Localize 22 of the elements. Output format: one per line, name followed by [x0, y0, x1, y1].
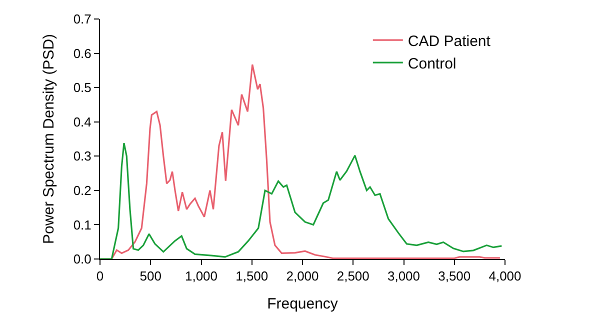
- line-series: [100, 142, 502, 259]
- y-tick-label: 0.3: [73, 148, 92, 164]
- x-tick-label: 3,000: [387, 268, 420, 284]
- legend-label: CAD Patient: [408, 32, 492, 50]
- x-axis-title: Frequency: [267, 296, 338, 313]
- y-tick-label: 0.6: [73, 46, 92, 61]
- y-tick-label: 0.1: [73, 217, 92, 232]
- x-tick-label: 2,000: [286, 268, 319, 284]
- x-tick-label: 1,500: [236, 268, 268, 284]
- x-tick-label: 4,000: [488, 268, 522, 284]
- y-axis-title: Power Spectrum Density (PSD): [40, 34, 58, 244]
- x-tick-label: 0: [96, 268, 104, 284]
- legend-label: Control: [408, 55, 456, 72]
- y-tick-label: 0.2: [73, 182, 92, 198]
- x-tick-label: 1,000: [184, 268, 218, 284]
- y-tick-label: 0.5: [73, 80, 92, 96]
- x-tick-label: 500: [140, 268, 162, 284]
- y-tick-label: 0.0: [73, 252, 92, 267]
- x-tick-label: 2,500: [336, 268, 370, 284]
- x-tick-label: 3,500: [438, 268, 471, 284]
- y-tick-label: 0.4: [73, 114, 92, 130]
- y-tick-label: 0.7: [73, 12, 92, 27]
